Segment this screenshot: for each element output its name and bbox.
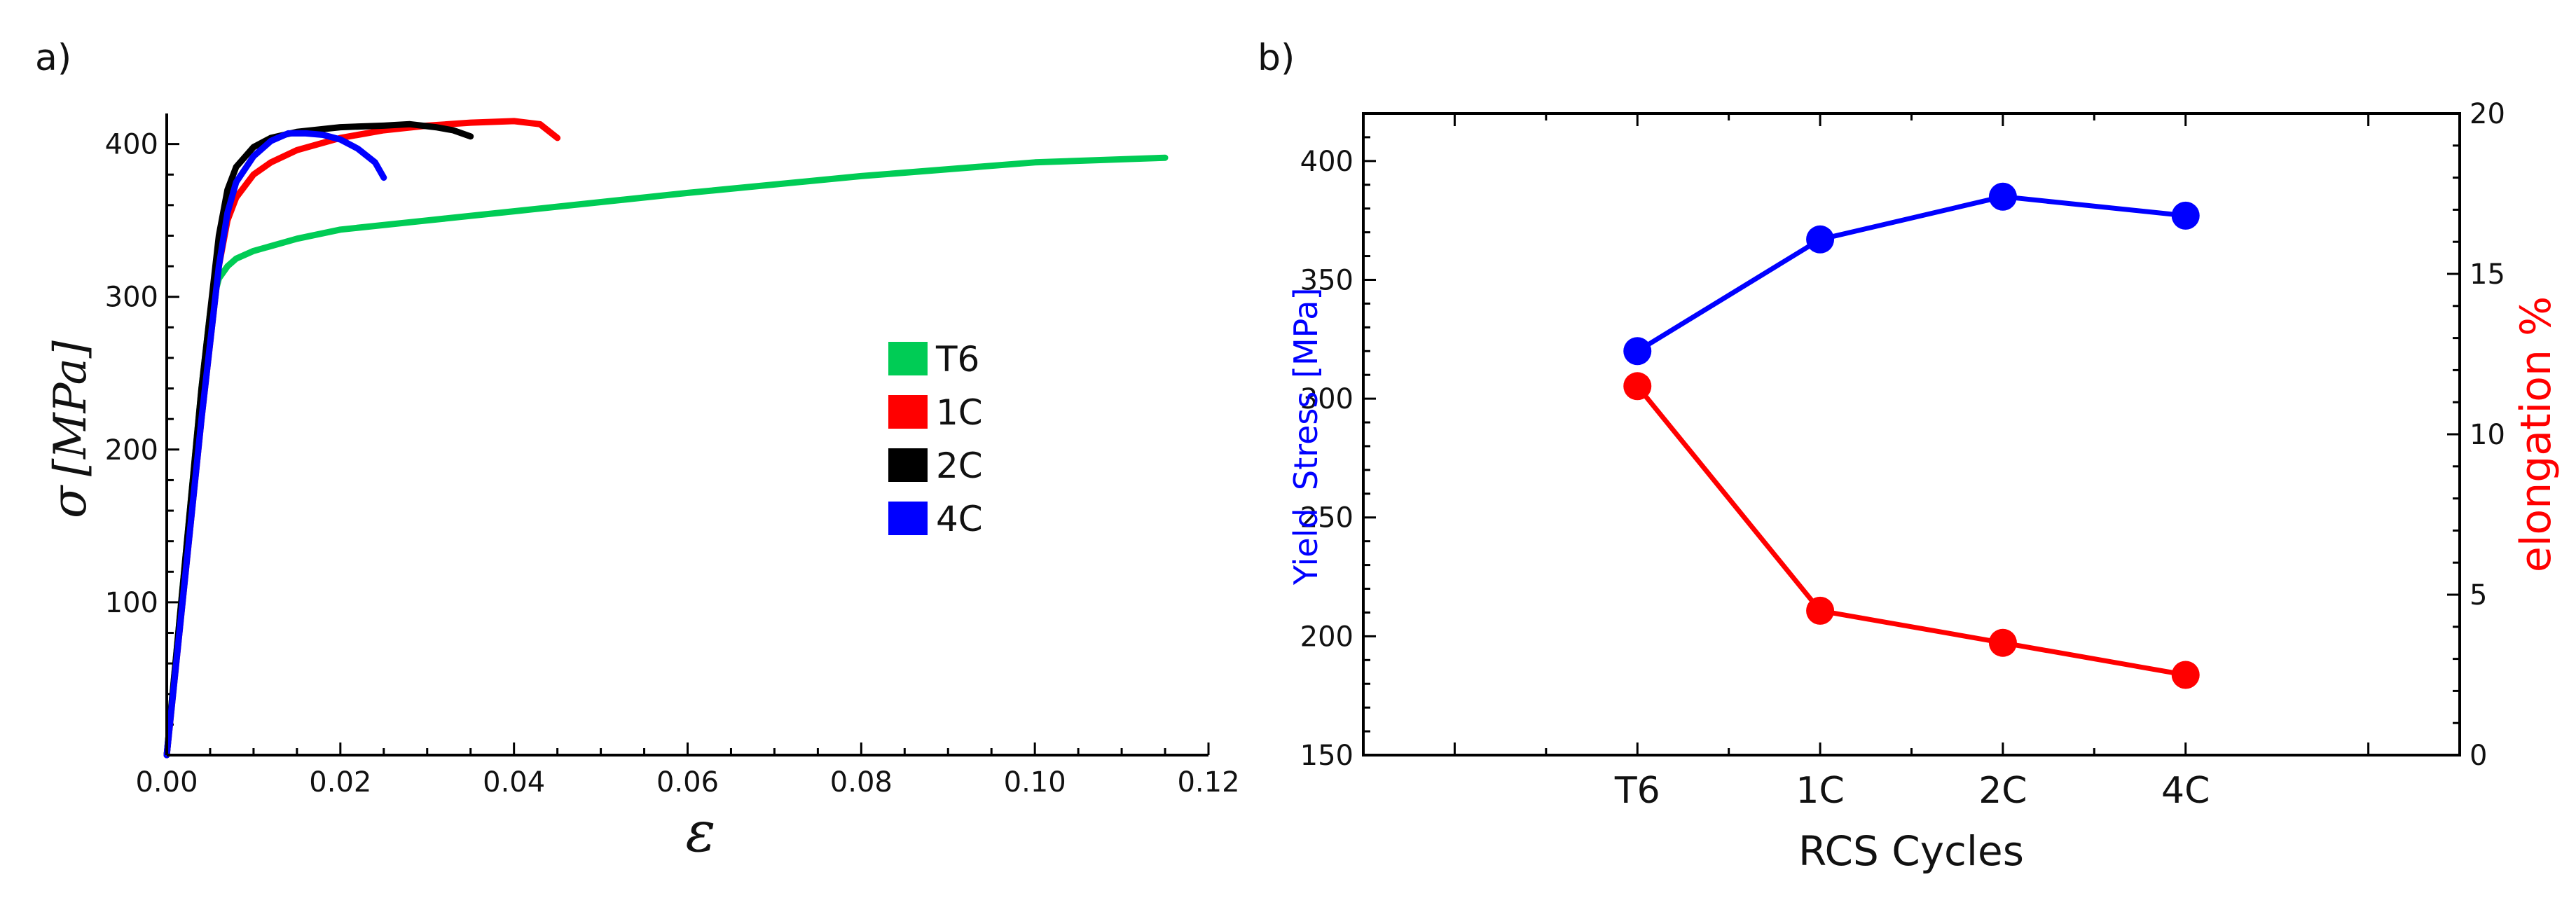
panel-a-label: a) — [35, 37, 71, 79]
y-left-tick-label: 250 — [1300, 502, 1354, 534]
x-tick-label: 0.08 — [830, 766, 893, 799]
panel-b-y-label-left: Yield Stress [MPa] — [1287, 288, 1325, 586]
x-category-label: T6 — [1614, 770, 1660, 812]
series-t6-line — [163, 154, 1169, 759]
panel-b-label: b) — [1258, 37, 1295, 79]
panel-b-series — [1623, 182, 2200, 689]
y-tick-label: 300 — [105, 282, 158, 314]
y-tick-label: 200 — [105, 434, 158, 467]
x-tick-label: 0.10 — [1004, 766, 1066, 799]
y-left-tick-label: 400 — [1300, 146, 1354, 178]
y-right-tick-label: 10 — [2470, 419, 2505, 451]
panel-b-y-label-word2: Stress — [1287, 392, 1325, 490]
series-yield-stress-point — [2171, 201, 2200, 230]
y-left-tick-label: 350 — [1300, 264, 1354, 296]
legend-swatch-1c — [888, 395, 928, 429]
x-tick-label: 0.12 — [1177, 766, 1239, 799]
x-tick-label: 0.04 — [483, 766, 545, 799]
legend-swatch-4c — [888, 502, 928, 535]
series-yield-stress-point — [1988, 182, 2017, 211]
series-yield-stress-line — [1634, 194, 2189, 354]
panel-b-y-label-word1: Yield — [1287, 508, 1325, 586]
panel-b-x-label: RCS Cycles — [1798, 827, 2024, 875]
series-yield-stress-point — [1806, 225, 1835, 254]
panel-b-y-label-right-text: elongation % — [2512, 296, 2561, 572]
panel-b-y-label-right: elongation % — [2512, 296, 2561, 572]
y-right-tick-label: 0 — [2470, 740, 2487, 772]
stress-strain-chart: 0.00 0.02 0.04 0.06 0.08 0.10 0.12 100 200 300 400… — [42, 113, 1240, 864]
panel-a-y-label: σ [MPa] — [42, 340, 97, 518]
series-elongation-point — [2171, 661, 2200, 689]
x-tick-label: 0.02 — [309, 766, 371, 799]
panel-b-y-label-unit: [MPa] — [1287, 288, 1325, 378]
legend-swatch-t6 — [888, 342, 928, 375]
y-right-tick-label: 20 — [2470, 98, 2505, 130]
series-elongation-point — [1623, 372, 1652, 401]
x-category-label: 2C — [1978, 770, 2027, 812]
panel-a-y-label-symbol: σ — [42, 485, 97, 518]
x-category-label: 4C — [2161, 770, 2210, 812]
y-tick-label: 400 — [105, 129, 158, 161]
x-tick-label: 0.06 — [656, 766, 719, 799]
yield-elongation-chart: T6 1C 2C 4C 150 200 250 300 350 400 0 5 10 15 20 RCS C… — [1287, 98, 2561, 875]
panel-a-x-label: ε — [686, 799, 716, 864]
y-tick-label: 100 — [105, 587, 158, 619]
series-yield-stress-point — [1623, 337, 1652, 366]
legend-label-t6: T6 — [935, 339, 979, 380]
panel-b-ticks: T6 1C 2C 4C 150 200 250 300 350 400 0 5 10 15 20 — [1300, 98, 2505, 812]
y-right-tick-label: 15 — [2470, 258, 2505, 291]
x-tick-label: 0.00 — [135, 766, 198, 799]
series-elongation-point — [1988, 628, 2017, 657]
panel-b-frame — [1362, 112, 2461, 757]
y-left-tick-label: 200 — [1300, 621, 1354, 653]
series-elongation-line — [1634, 383, 2189, 677]
series-4c-line — [163, 130, 387, 759]
panel-a-series — [163, 118, 1169, 759]
legend-label-1c: 1C — [936, 392, 983, 433]
x-category-label: 1C — [1796, 770, 1844, 812]
y-left-tick-label: 150 — [1300, 740, 1354, 772]
legend-label-4c: 4C — [936, 499, 983, 539]
panel-a-legend: T6 1C 2C 4C — [888, 339, 983, 539]
series-elongation-point — [1806, 596, 1835, 625]
y-right-tick-label: 5 — [2470, 579, 2487, 612]
y-left-tick-label: 300 — [1300, 383, 1354, 415]
panel-a-ticks: 0.00 0.02 0.04 0.06 0.08 0.10 0.12 100 200 300 400 — [105, 129, 1240, 799]
panel-a-y-label-unit: [MPa] — [45, 340, 97, 476]
legend-swatch-2c — [888, 448, 928, 482]
legend-label-2c: 2C — [936, 445, 983, 486]
